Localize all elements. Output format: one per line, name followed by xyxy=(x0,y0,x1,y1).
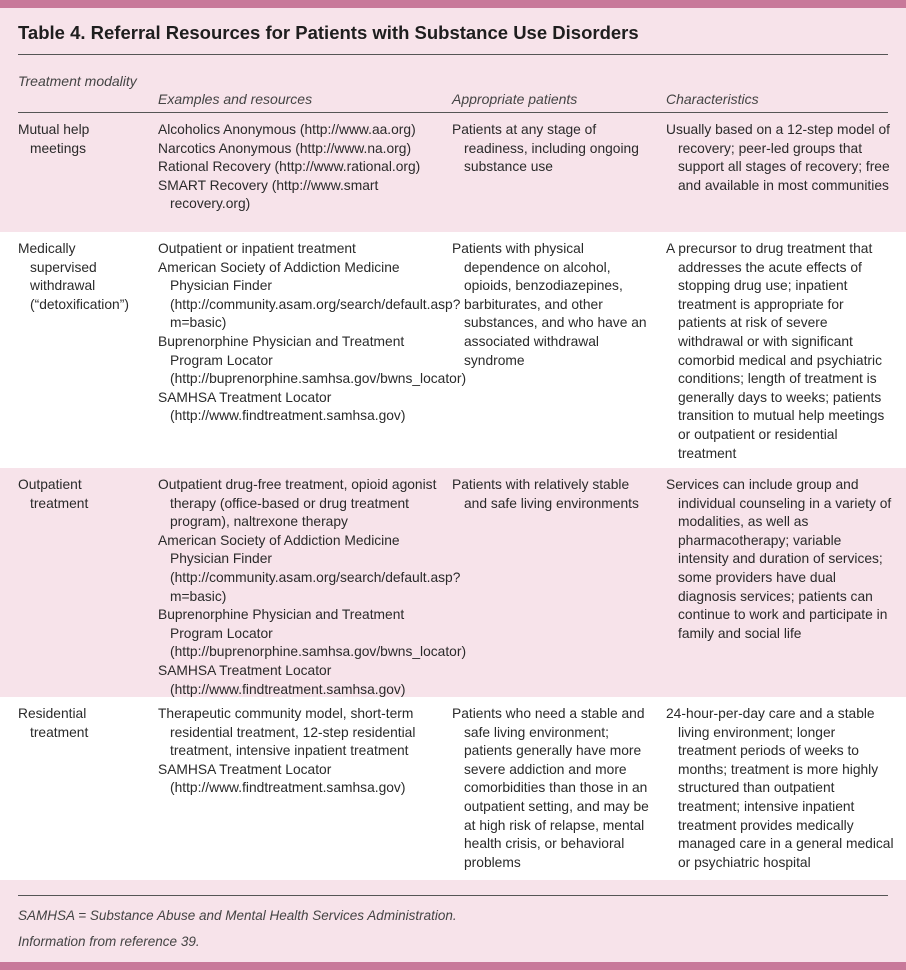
bottom-accent-bar xyxy=(0,962,906,970)
cell-modality: Residential treatment xyxy=(18,705,143,742)
modality-text: Residential treatment xyxy=(18,706,89,740)
modality-text: Mutual help meetings xyxy=(18,122,90,156)
resource-item: SAMHSA Treatment Locator (http://www.fin… xyxy=(158,662,406,697)
header-patients: Appropriate patients xyxy=(452,91,578,107)
table-row: Mutual help meetings Alcoholics Anonymous… xyxy=(0,113,906,232)
cell-examples: Outpatient or inpatient treatment America… xyxy=(158,240,467,426)
cell-characteristics: 24-hour-per-day care and a stable living… xyxy=(666,705,894,872)
header-characteristics: Characteristics xyxy=(666,91,759,107)
footnote-abbreviation: SAMHSA = Substance Abuse and Mental Heal… xyxy=(18,908,457,923)
table-title: Table 4. Referral Resources for Patients… xyxy=(18,22,639,43)
cell-patients: Patients who need a stable and safe livi… xyxy=(452,705,652,872)
cell-examples: Alcoholics Anonymous (http://www.aa.org)… xyxy=(158,121,440,214)
resource-item: Alcoholics Anonymous (http://www.aa.org) xyxy=(158,122,416,137)
resource-item: Buprenorphine Physician and Treatment Pr… xyxy=(158,607,467,660)
characteristics-text: Usually based on a 12-step model of reco… xyxy=(666,122,890,193)
table-row: Medically supervised withdrawal (“detoxi… xyxy=(0,232,906,468)
footer-rule xyxy=(18,895,888,896)
resource-item: Narcotics Anonymous (http://www.na.org) xyxy=(158,140,412,156)
title-rule xyxy=(18,54,888,55)
resource-item: Outpatient drug-free treatment, opioid a… xyxy=(158,477,437,530)
characteristics-text: A precursor to drug treatment that addre… xyxy=(666,241,885,461)
cell-characteristics: A precursor to drug treatment that addre… xyxy=(666,240,894,463)
resource-item: SMART Recovery (http://www.smart recover… xyxy=(158,177,379,212)
top-accent-bar xyxy=(0,0,906,8)
cell-patients: Patients at any stage of readiness, incl… xyxy=(452,121,652,177)
resource-item: SAMHSA Treatment Locator (http://www.fin… xyxy=(158,761,406,796)
cell-modality: Mutual help meetings xyxy=(18,121,143,158)
cell-patients: Patients with physical dependence on alc… xyxy=(452,240,652,370)
characteristics-text: Services can include group and individua… xyxy=(666,477,892,641)
header-rule xyxy=(18,112,888,113)
header-modality: Treatment modality xyxy=(18,73,137,89)
cell-modality: Medically supervised withdrawal (“detoxi… xyxy=(18,240,143,314)
cell-characteristics: Services can include group and individua… xyxy=(666,476,894,643)
patients-text: Patients who need a stable and safe livi… xyxy=(452,706,649,870)
resource-item: Buprenorphine Physician and Treatment Pr… xyxy=(158,333,467,387)
cell-patients: Patients with relatively stable and safe… xyxy=(452,476,652,513)
cell-examples: Outpatient drug-free treatment, opioid a… xyxy=(158,476,467,699)
resource-item: Therapeutic community model, short-term … xyxy=(158,706,416,759)
patients-text: Patients with relatively stable and safe… xyxy=(452,477,639,511)
modality-text: Medically supervised withdrawal (“detoxi… xyxy=(18,241,129,312)
characteristics-text: 24-hour-per-day care and a stable living… xyxy=(666,706,894,870)
footer: SAMHSA = Substance Abuse and Mental Heal… xyxy=(0,880,906,962)
cell-modality: Outpatient treatment xyxy=(18,476,143,513)
header-examples: Examples and resources xyxy=(158,91,313,107)
cell-characteristics: Usually based on a 12-step model of reco… xyxy=(666,121,894,195)
footnote-reference: Information from reference 39. xyxy=(18,934,200,949)
table-row: Outpatient treatment Outpatient drug-free… xyxy=(0,468,906,697)
resource-item: Rational Recovery (http://www.rational.o… xyxy=(158,159,421,175)
resource-item: American Society of Addiction Medicine P… xyxy=(158,532,461,604)
resource-item: Outpatient or inpatient treatment xyxy=(158,241,356,256)
patients-text: Patients with physical dependence on alc… xyxy=(452,241,647,368)
patients-text: Patients at any stage of readiness, incl… xyxy=(452,122,639,175)
table-row: Residential treatment Therapeutic communi… xyxy=(0,697,906,880)
cell-examples: Therapeutic community model, short-term … xyxy=(158,705,440,798)
modality-text: Outpatient treatment xyxy=(18,477,89,511)
resource-item: SAMHSA Treatment Locator (http://www.fin… xyxy=(158,389,406,424)
resource-item: American Society of Addiction Medicine P… xyxy=(158,259,461,331)
